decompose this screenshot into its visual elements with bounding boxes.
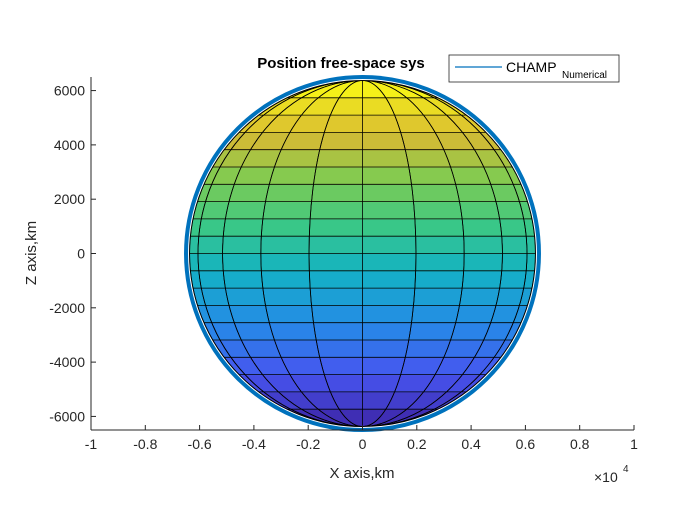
x-exponent-base: ×10	[594, 469, 618, 485]
x-axis-label: X axis,km	[329, 465, 394, 482]
y-tick-label: 0	[77, 246, 85, 262]
legend-entry-label: CHAMP	[506, 59, 557, 75]
legend: CHAMP Numerical	[448, 54, 620, 83]
plot-area	[91, 75, 634, 432]
sphere-mesh	[189, 80, 536, 427]
x-tick-label: 1	[630, 436, 638, 452]
y-tick-label: -4000	[49, 354, 85, 370]
legend-entry-subscript: Numerical	[562, 70, 607, 81]
x-tick-label: -0.4	[242, 436, 266, 452]
x-tick-label: -0.6	[188, 436, 212, 452]
x-axis-ticks: -1 -0.8 -0.6 -0.4 -0.2 0 0.2 0.4 0.6 0.8 1	[85, 425, 638, 452]
x-tick-label: 0	[359, 436, 367, 452]
sphere-meridian	[197, 80, 528, 427]
x-tick-label: 0.2	[407, 436, 427, 452]
x-axis-exponent: ×10 4	[594, 464, 629, 485]
x-tick-label: -0.8	[133, 436, 157, 452]
sphere-meridian	[308, 80, 417, 427]
x-tick-label: 0.4	[461, 436, 481, 452]
sphere-meridian	[222, 80, 503, 427]
chart-title: Position free-space sys	[257, 55, 425, 72]
sphere-meridian	[260, 80, 465, 427]
y-axis-ticks: -6000 -4000 -2000 0 2000 4000 6000	[49, 83, 96, 424]
x-tick-label: 0.8	[570, 436, 590, 452]
legend-box	[448, 54, 620, 83]
y-tick-label: 2000	[54, 191, 85, 207]
y-tick-label: -2000	[49, 300, 85, 316]
x-exponent-power: 4	[623, 464, 629, 475]
x-tick-label: -0.2	[296, 436, 320, 452]
x-tick-label: -1	[85, 436, 98, 452]
earth-sphere-surface	[189, 80, 536, 427]
y-axis-label: Z axis,km	[23, 221, 40, 285]
y-tick-label: -6000	[49, 408, 85, 424]
y-tick-label: 6000	[54, 83, 85, 99]
y-tick-label: 4000	[54, 137, 85, 153]
x-tick-label: 0.6	[516, 436, 536, 452]
